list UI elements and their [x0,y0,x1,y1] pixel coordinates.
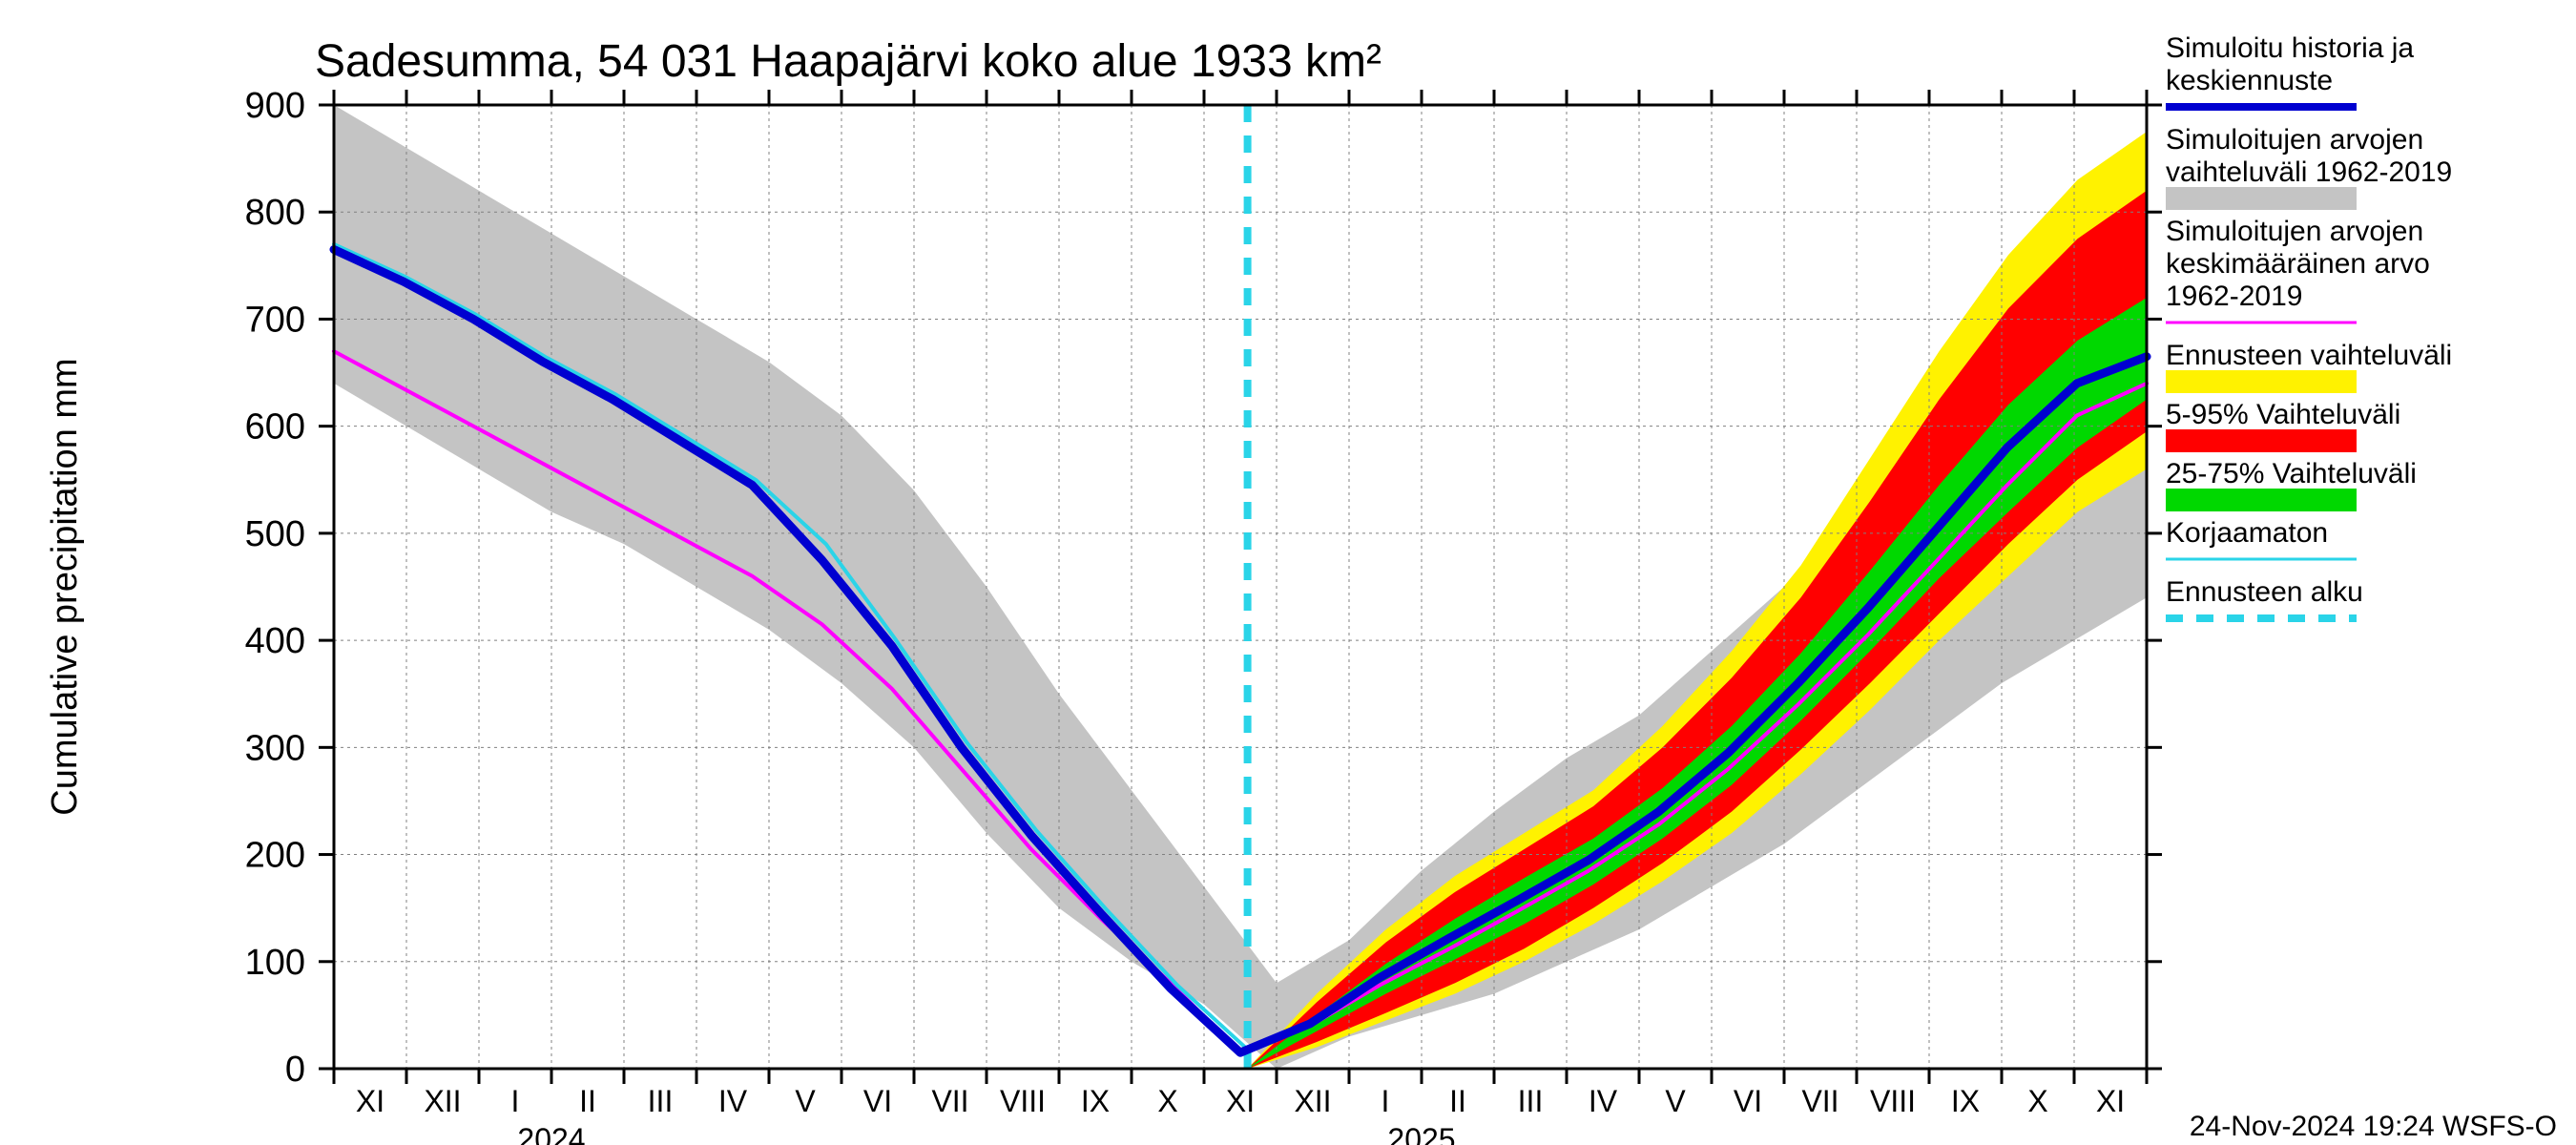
x-tick-label: V [795,1084,816,1118]
legend-label: 25-75% Vaihteluväli [2166,458,2417,489]
y-tick-label: 200 [245,836,305,876]
chart-title: Sadesumma, 54 031 Haapajärvi koko alue 1… [315,36,1381,87]
x-tick-label: IX [1951,1084,1980,1118]
x-tick-label: I [1381,1084,1390,1118]
footer-text: 24-Nov-2024 19:24 WSFS-O [2190,1111,2557,1142]
y-axis-label: Cumulative precipitation mm [45,358,85,815]
x-tick-label: XI [356,1084,384,1118]
x-tick-label: XII [424,1084,461,1118]
y-tick-label: 600 [245,407,305,448]
legend-label: 1962-2019 [2166,281,2302,312]
x-tick-label: III [1518,1084,1544,1118]
x-tick-label: IV [718,1084,748,1118]
x-tick-label: VII [1801,1084,1839,1118]
legend-label: Simuloitujen arvojen [2166,216,2423,247]
legend: Simuloitu historia jakeskiennuste Simuloi… [2166,32,2452,618]
y-tick-label: 400 [245,621,305,661]
x-tick-label: VI [863,1084,892,1118]
x-tick-label: XI [2096,1084,2125,1118]
x-tick-label: I [511,1084,520,1118]
legend-label: Simuloitu historia ja [2166,32,2414,64]
legend-label: keskiennuste [2166,65,2333,96]
x-tick-label: III [648,1084,674,1118]
legend-label: keskimääräinen arvo [2166,248,2430,280]
y-tick-label: 300 [245,728,305,768]
x-tick-label: IV [1589,1084,1618,1118]
x-year-label: 2024 [517,1122,585,1145]
legend-label: Ennusteen vaihteluväli [2166,340,2452,371]
legend-label: vaihteluväli 1962-2019 [2166,156,2452,188]
x-tick-label: VIII [1000,1084,1046,1118]
x-tick-label: X [1157,1084,1177,1118]
y-tick-label: 900 [245,86,305,126]
x-tick-label: X [2027,1084,2047,1118]
y-tick-label: 500 [245,514,305,554]
y-tick-label: 700 [245,300,305,340]
x-year-label: 2025 [1387,1122,1455,1145]
x-tick-label: II [1449,1084,1466,1118]
x-tick-label: VII [931,1084,968,1118]
legend-label: 5-95% Vaihteluväli [2166,399,2400,430]
legend-swatch [2166,429,2357,452]
x-tick-label: II [579,1084,596,1118]
legend-label: Ennusteen alku [2166,576,2363,608]
y-tick-label: 100 [245,943,305,983]
legend-swatch [2166,187,2357,210]
y-tick-label: 800 [245,193,305,233]
legend-label: Korjaamaton [2166,517,2328,549]
x-tick-label: VIII [1870,1084,1916,1118]
x-tick-label: XII [1294,1084,1331,1118]
x-tick-label: V [1665,1084,1686,1118]
legend-swatch [2166,370,2357,393]
y-tick-label: 0 [285,1050,305,1090]
x-tick-label: XI [1226,1084,1255,1118]
legend-swatch [2166,489,2357,511]
x-tick-label: IX [1081,1084,1110,1118]
legend-label: Simuloitujen arvojen [2166,124,2423,156]
x-tick-label: VI [1734,1084,1762,1118]
bands [334,105,2147,1069]
